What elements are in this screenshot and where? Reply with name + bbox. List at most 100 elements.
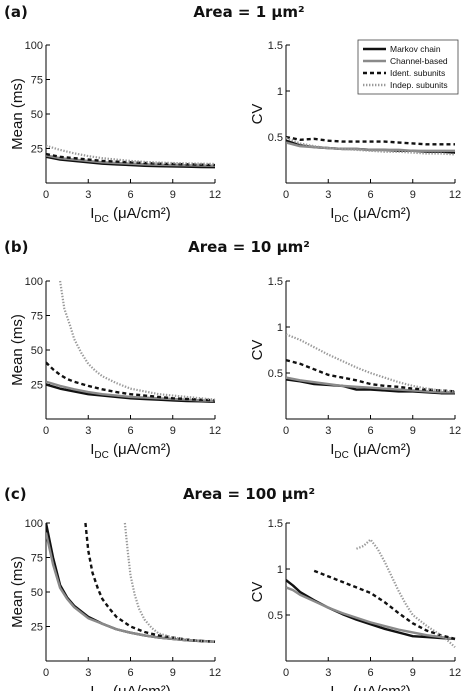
x-tick-label: 12	[449, 425, 461, 437]
y-tick-label: 25	[31, 144, 43, 156]
series-line-channel-based	[286, 141, 455, 153]
series-line-indep-subunits	[356, 538, 456, 649]
y-axis-label: Mean (ms)	[9, 556, 26, 628]
y-axis-label: CV	[249, 340, 266, 361]
series-line-ident-subunits	[46, 152, 216, 167]
x-tick-label: 6	[127, 667, 133, 679]
series-line-indep-subunits	[286, 333, 456, 393]
y-tick-label: 100	[25, 276, 43, 288]
legend-label-ident: Ident. subunits	[390, 68, 445, 78]
x-axis-label: IDC (μA/cm²)	[330, 441, 411, 461]
x-axis-label: IDC (μA/cm²)	[330, 683, 411, 691]
x-tick-label: 0	[43, 425, 49, 437]
series-line-indep-subunits	[123, 522, 216, 643]
series-line-indep-subunits	[58, 280, 216, 401]
x-tick-label: 0	[283, 425, 289, 437]
y-tick-label: 50	[31, 109, 43, 121]
x-tick-label: 6	[127, 189, 133, 201]
x-tick-label: 12	[449, 667, 461, 679]
legend-label-indep: Indep. subunits	[390, 80, 448, 90]
row-c-title: Area = 100 μm²	[183, 485, 315, 503]
series-group	[286, 538, 456, 649]
y-tick-label: 50	[31, 345, 43, 357]
x-tick-label: 9	[410, 425, 416, 437]
series-line-ident-subunits	[286, 135, 455, 146]
x-axis-label: IDC (μA/cm²)	[90, 683, 171, 691]
y-tick-label: 0.5	[268, 610, 283, 622]
y-tick-label: 100	[25, 40, 43, 52]
x-tick-label: 12	[209, 189, 221, 201]
y-axis-label: Mean (ms)	[9, 314, 26, 386]
series-group	[286, 135, 456, 156]
series-line-channel-based	[286, 376, 455, 394]
x-tick-label: 3	[325, 425, 331, 437]
x-tick-label: 3	[325, 667, 331, 679]
x-tick-label: 0	[283, 667, 289, 679]
y-tick-label: 0.5	[268, 368, 283, 380]
row-b-title: Area = 10 μm²	[188, 238, 310, 256]
chart-panel-3: 0 3 6 9 12 1.5 1 0.5 IDC (μA/cm²) CV	[249, 276, 461, 461]
legend-label-markov: Markov chain	[390, 44, 441, 54]
row-a-label: (a)	[4, 3, 28, 21]
y-tick-label: 50	[31, 587, 43, 599]
series-line-markov-chain	[46, 155, 216, 169]
series-line-markov-chain	[286, 579, 456, 641]
row-b-label: (b)	[4, 238, 28, 256]
series-group	[46, 522, 216, 643]
y-axis-label: CV	[249, 104, 266, 125]
x-axis-label: IDC (μA/cm²)	[330, 205, 411, 225]
row-c-label: (c)	[4, 485, 27, 503]
series-line-markov-chain	[46, 522, 216, 643]
y-axis-label: CV	[249, 582, 266, 603]
row-headers: (a) Area = 1 μm² (b) Area = 10 μm² (c) A…	[4, 3, 315, 503]
series-line-ident-subunits	[46, 361, 216, 402]
y-axis-label: Mean (ms)	[9, 78, 26, 150]
y-tick-label: 1	[277, 86, 283, 98]
x-tick-label: 9	[170, 667, 176, 679]
y-tick-label: 1.5	[268, 518, 283, 530]
series-line-channel-based	[286, 586, 456, 641]
legend: Markov chain Channel-based Ident. subuni…	[357, 39, 459, 95]
x-tick-label: 12	[209, 425, 221, 437]
x-tick-label: 0	[43, 667, 49, 679]
x-tick-label: 3	[325, 189, 331, 201]
x-tick-label: 12	[449, 189, 461, 201]
x-tick-label: 3	[85, 667, 91, 679]
y-tick-label: 75	[31, 311, 43, 323]
chart-panel-0: 0 3 6 9 12 100 75 50 25 IDC (μA/cm²) Mean (ms)	[9, 40, 221, 225]
x-tick-label: 9	[170, 425, 176, 437]
y-tick-label: 75	[31, 553, 43, 565]
y-tick-label: 1.5	[268, 40, 283, 52]
chart-panel-1: 0 3 6 9 12 1.5 1 0.5 IDC (μA/cm²) CV	[249, 40, 461, 225]
series-group	[286, 333, 456, 395]
x-tick-label: 3	[85, 425, 91, 437]
legend-label-channel: Channel-based	[390, 56, 448, 66]
series-line-ident-subunits	[313, 569, 456, 641]
y-tick-label: 75	[31, 75, 43, 87]
y-tick-label: 100	[25, 518, 43, 530]
series-group	[46, 144, 216, 169]
series-group	[46, 280, 216, 403]
row-a-title: Area = 1 μm²	[193, 3, 304, 21]
x-axis-label: IDC (μA/cm²)	[90, 441, 171, 461]
y-tick-label: 1	[277, 322, 283, 334]
x-tick-label: 12	[209, 667, 221, 679]
series-line-markov-chain	[46, 383, 216, 403]
x-tick-label: 3	[85, 189, 91, 201]
x-tick-label: 0	[283, 189, 289, 201]
series-line-ident-subunits	[286, 358, 456, 393]
series-line-channel-based	[46, 532, 216, 643]
x-axis-label: IDC (μA/cm²)	[90, 205, 171, 225]
y-tick-label: 0.5	[268, 132, 283, 144]
y-tick-label: 1.5	[268, 276, 283, 288]
y-tick-label: 25	[31, 380, 43, 392]
x-tick-label: 9	[170, 189, 176, 201]
chart-panel-4: 0 3 6 9 12 100 75 50 25 IDC (μA/cm²) Mean (ms)	[9, 518, 221, 691]
chart-panel-5: 0 3 6 9 12 1.5 1 0.5 IDC (μA/cm²) CV	[249, 518, 461, 691]
chart-panel-2: 0 3 6 9 12 100 75 50 25 IDC (μA/cm²) Mean (ms)	[9, 276, 221, 461]
x-tick-label: 6	[367, 667, 373, 679]
y-tick-label: 1	[277, 564, 283, 576]
x-tick-label: 6	[367, 189, 373, 201]
